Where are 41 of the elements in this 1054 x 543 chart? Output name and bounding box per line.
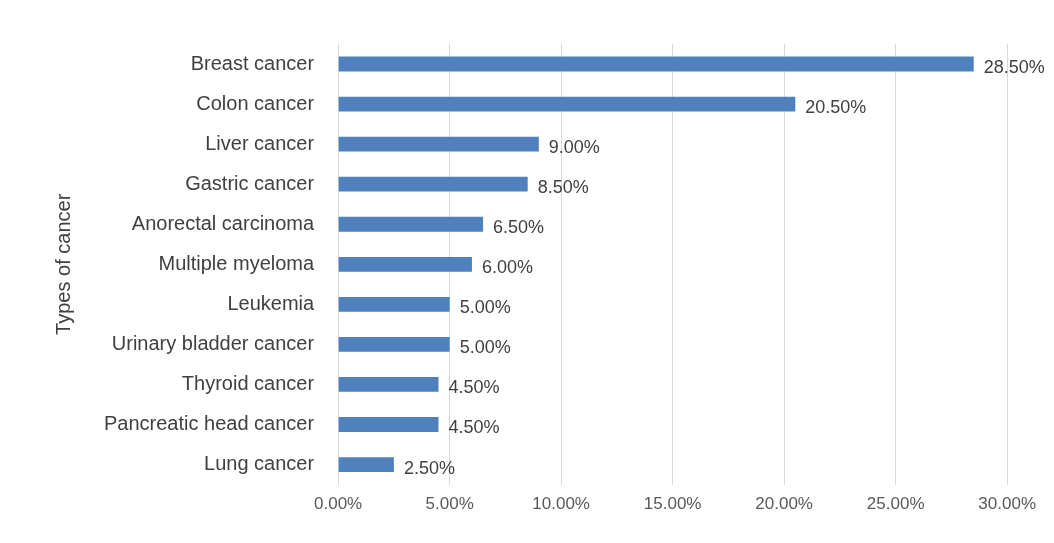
- bar: [338, 96, 796, 112]
- y-tick-label: Multiple myeloma: [158, 251, 315, 274]
- y-axis-title: Types of cancer: [51, 193, 74, 335]
- data-label: 5.00%: [459, 337, 511, 358]
- x-tick-label: 10.00%: [532, 494, 590, 514]
- y-tick-label: Urinary bladder cancer: [111, 331, 315, 354]
- bar: [338, 216, 484, 232]
- bar: [338, 377, 439, 392]
- bar: [338, 136, 539, 152]
- data-label: 28.50%: [983, 57, 1045, 77]
- y-tick-label: Colon cancer: [196, 91, 315, 114]
- data-label: 9.00%: [548, 137, 600, 158]
- data-label: 2.50%: [403, 457, 455, 478]
- y-tick-label: Liver cancer: [205, 131, 315, 154]
- y-tick-label: Pancreatic head cancer: [103, 412, 315, 435]
- x-tick-label: 20.00%: [755, 494, 813, 514]
- y-tick-label: Gastric cancer: [185, 171, 315, 194]
- data-label: 4.50%: [448, 417, 500, 438]
- x-tick-label: 25.00%: [866, 494, 925, 514]
- data-label: 5.00%: [459, 297, 511, 318]
- bar: [338, 296, 450, 312]
- data-label: 20.50%: [805, 97, 867, 118]
- y-tick-label: Anorectal carcinoma: [131, 211, 315, 234]
- bar: [338, 417, 439, 432]
- y-tick-label: Breast cancer: [190, 51, 315, 74]
- y-tick-label: Lung cancer: [204, 452, 315, 475]
- bar: [338, 457, 394, 472]
- x-tick-label: 0.00%: [314, 494, 363, 514]
- data-label: 4.50%: [448, 377, 500, 398]
- bar: [338, 256, 472, 272]
- data-label: 6.50%: [493, 217, 545, 238]
- data-label: 6.00%: [481, 257, 533, 278]
- x-tick-label: 15.00%: [643, 494, 702, 514]
- y-tick-label: Thyroid cancer: [181, 371, 315, 394]
- x-tick-label: 30.00%: [978, 494, 1037, 514]
- y-tick-label: Leukemia: [227, 291, 315, 314]
- bar: [338, 337, 450, 352]
- data-label: 8.50%: [537, 177, 589, 198]
- x-tick-label: 5.00%: [425, 494, 474, 514]
- bar: [338, 56, 974, 72]
- bar: [338, 176, 528, 192]
